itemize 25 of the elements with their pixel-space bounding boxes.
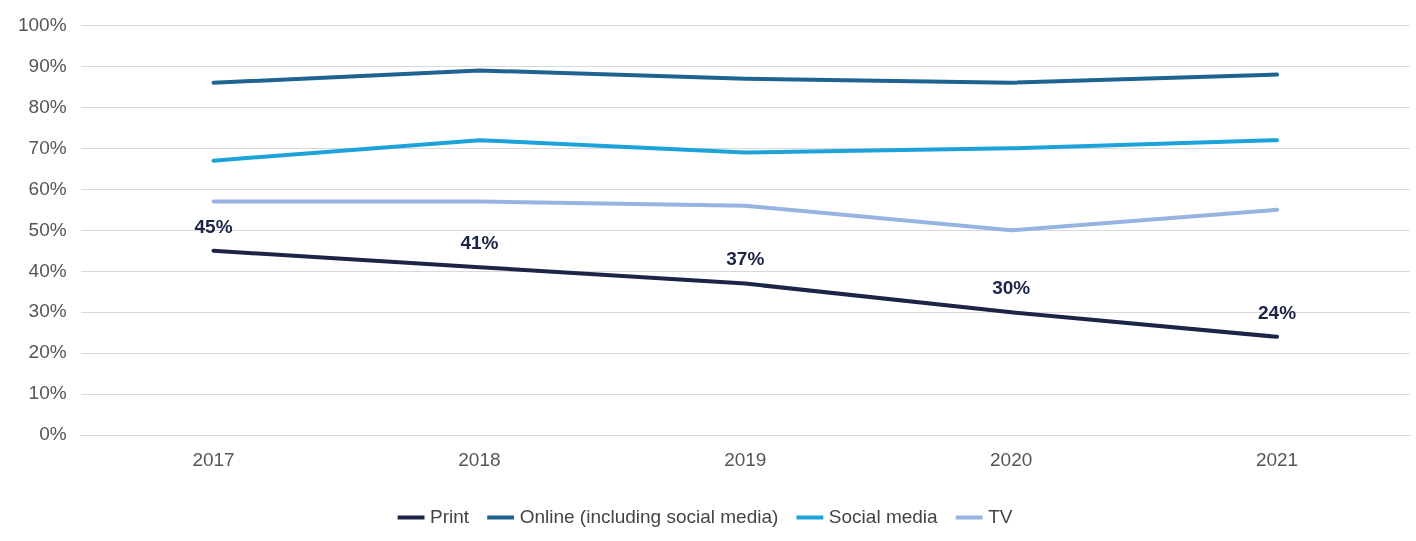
data-label: 37%: [726, 248, 765, 270]
data-label: 45%: [194, 215, 233, 237]
y-tick-label: 90%: [28, 54, 67, 76]
y-tick-label: 30%: [28, 300, 67, 322]
x-tick-label: 2021: [1255, 448, 1299, 470]
y-tick-label: 100%: [17, 13, 67, 35]
y-tick-label: 60%: [28, 177, 67, 199]
x-tick-label: 2019: [724, 448, 767, 470]
y-tick-label: 20%: [28, 341, 67, 363]
y-tick-label: 70%: [28, 136, 67, 158]
legend-label: TV: [988, 505, 1013, 527]
y-tick-label: 40%: [28, 259, 67, 281]
y-tick-label: 50%: [28, 218, 67, 240]
x-tick-label: 2017: [192, 448, 235, 470]
y-tick-label: 0%: [39, 423, 67, 445]
legend-label: Online (including social media): [519, 505, 779, 527]
y-tick-label: 80%: [28, 95, 67, 117]
y-tick-label: 10%: [28, 382, 67, 404]
legend-label: Print: [430, 505, 470, 527]
data-label: 41%: [460, 231, 499, 253]
x-tick-label: 2018: [458, 448, 501, 470]
legend-label: Social media: [828, 505, 939, 527]
data-label: 24%: [1258, 301, 1297, 323]
data-label: 30%: [992, 276, 1031, 298]
x-tick-label: 2020: [990, 448, 1033, 470]
